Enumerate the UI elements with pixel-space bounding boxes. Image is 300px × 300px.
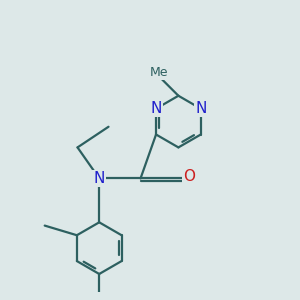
Text: N: N [195, 101, 206, 116]
Text: N: N [94, 171, 105, 186]
Text: N: N [150, 101, 162, 116]
Text: O: O [184, 169, 196, 184]
Text: Me: Me [150, 66, 169, 80]
